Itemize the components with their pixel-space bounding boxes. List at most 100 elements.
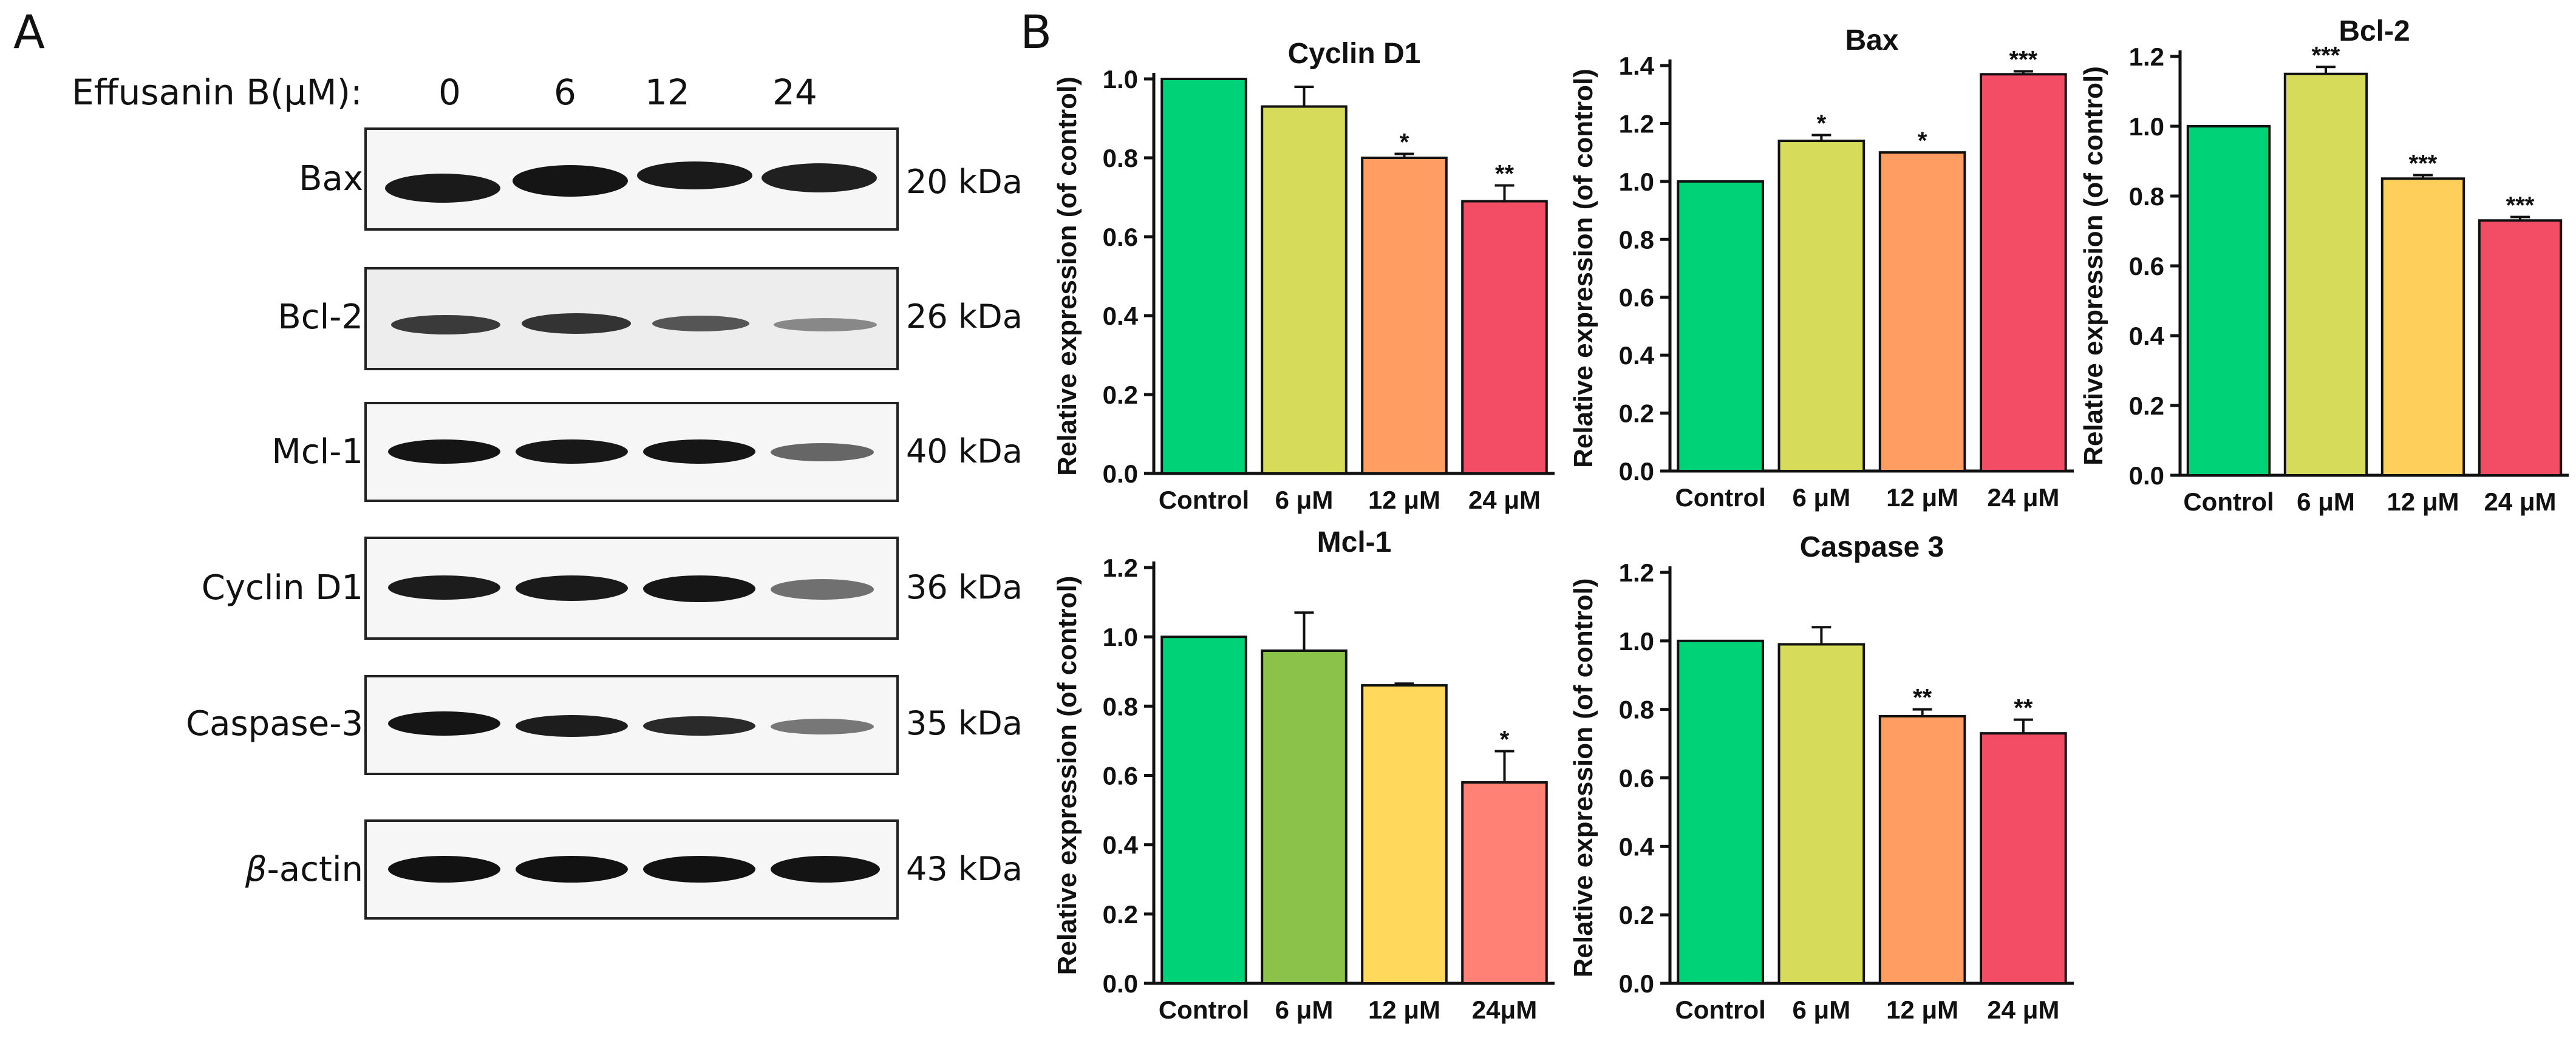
band <box>513 165 628 197</box>
band <box>762 163 877 192</box>
x-tick-label: Control <box>1675 995 1765 1024</box>
significance-label: * <box>1817 110 1827 137</box>
y-tick-label: 0.6 <box>1103 762 1138 790</box>
blot-label: Caspase-3 <box>186 704 363 744</box>
band <box>643 856 755 883</box>
bar <box>1677 180 1764 472</box>
bar <box>1160 78 1247 475</box>
y-tick-label: 0.4 <box>1619 832 1655 861</box>
band <box>652 316 749 331</box>
blot-label: Bax <box>299 159 363 198</box>
bar <box>2283 72 2368 476</box>
chart-bax: 0.0 0.2 0.4 0.6 0.8 1.0 1.2 1.4 Relative express… <box>1569 24 2074 512</box>
y-tick-label: 0.0 <box>1103 459 1138 488</box>
significance-label: *** <box>2409 151 2438 177</box>
band <box>388 575 500 600</box>
significance-label: ** <box>2014 695 2033 722</box>
x-tick-label: 6 μM <box>1275 995 1334 1024</box>
blot-label: Cyclin D1 <box>201 568 363 608</box>
band <box>516 856 628 883</box>
x-tick-label: 24 μM <box>1987 483 2059 512</box>
conc-12: 12 <box>645 72 690 113</box>
y-tick-label: 0.0 <box>2129 461 2164 490</box>
bar <box>1878 714 1966 985</box>
significance-label: *** <box>2009 47 2038 73</box>
y-tick-label: 0.0 <box>1619 969 1654 998</box>
y-tick-label: 1.0 <box>1103 623 1138 651</box>
y-tick-label: 0.8 <box>1103 144 1138 172</box>
band <box>643 575 755 602</box>
y-tick-label: 0.4 <box>1103 302 1139 330</box>
y-tick-label: 0.4 <box>2129 322 2165 350</box>
x-tick-label: Control <box>1675 483 1765 512</box>
y-axis-label: Relative expression (of control) <box>1569 578 1598 978</box>
conc-24: 24 <box>772 72 817 113</box>
band <box>643 439 755 464</box>
panel-b-letter: B <box>1020 5 1052 59</box>
bar <box>1461 200 1548 475</box>
bar <box>1677 639 1764 985</box>
y-tick-label: 0.6 <box>1103 223 1138 251</box>
band <box>771 579 874 600</box>
y-tick-label: 0.2 <box>1103 381 1138 409</box>
blot-label: Mcl-1 <box>271 432 364 472</box>
chart-cyclin-d1: 0.0 0.2 0.4 0.6 0.8 1.0 Relative expression (o… <box>1052 38 1555 514</box>
x-tick-label: 12 μM <box>1368 486 1440 514</box>
blot-kda: 43 kDa <box>906 850 1023 888</box>
x-tick-label: 12 μM <box>1886 483 1958 512</box>
blot-kda: 26 kDa <box>906 297 1023 336</box>
significance-label: ** <box>1913 685 1932 711</box>
blot-image <box>364 819 899 920</box>
x-tick-label: 12 μM <box>1368 995 1440 1024</box>
blot-kda: 35 kDa <box>906 704 1023 742</box>
y-tick-label: 0.0 <box>1103 969 1138 998</box>
y-tick-label: 1.2 <box>2129 42 2164 71</box>
conc-6: 6 <box>554 72 576 113</box>
significance-label: ** <box>1495 161 1515 188</box>
y-axis-label: Relative expression (of control) <box>1052 576 1082 975</box>
y-tick-label: 1.0 <box>2129 112 2164 141</box>
x-tick-label: 6 μM <box>1793 483 1851 512</box>
chart-bcl-2: 0.0 0.2 0.4 0.6 0.8 1.0 1.2 Relative expression… <box>2079 15 2569 516</box>
bar <box>1980 732 2067 985</box>
x-tick-label: 6 μM <box>1275 486 1334 514</box>
significance-label: * <box>1918 127 1927 154</box>
blot-label: β-actin <box>245 850 363 889</box>
y-tick-label: 1.4 <box>1619 52 1655 80</box>
band <box>516 439 628 464</box>
y-tick-label: 1.2 <box>1619 109 1654 138</box>
bar <box>1461 781 1548 985</box>
conc-0: 0 <box>438 72 461 113</box>
y-tick-label: 1.0 <box>1619 168 1654 196</box>
bar <box>1777 643 1866 985</box>
band <box>774 318 877 331</box>
beta-symbol: β <box>245 850 267 889</box>
band <box>771 856 880 883</box>
y-tick-label: 1.2 <box>1103 554 1138 582</box>
band <box>391 315 500 334</box>
blot-kda: 20 kDa <box>906 163 1023 201</box>
x-tick-label: 24 μM <box>1987 995 2059 1024</box>
y-tick-label: 0.0 <box>1619 457 1654 486</box>
x-tick-label: Control <box>1159 486 1249 514</box>
bar <box>1777 140 1866 473</box>
band <box>516 575 628 601</box>
band <box>637 161 752 189</box>
x-tick-label: 6 μM <box>2297 487 2355 516</box>
y-tick-label: 0.6 <box>1619 283 1654 312</box>
band <box>771 443 874 461</box>
bar <box>1261 105 1348 475</box>
y-tick-label: 0.8 <box>2129 182 2164 211</box>
chart-title: Cyclin D1 <box>1288 38 1421 70</box>
blot-image <box>364 402 899 502</box>
y-tick-label: 0.2 <box>1619 399 1654 428</box>
panel-a-letter: A <box>13 5 45 59</box>
y-tick-label: 0.8 <box>1619 225 1654 254</box>
blot-kda: 40 kDa <box>906 432 1023 470</box>
y-axis-label: Relative expression (of control) <box>2079 66 2108 466</box>
chart-mcl-1: 0.0 0.2 0.4 0.6 0.8 1.0 1.2 Relative expression… <box>1052 526 1555 1024</box>
bar <box>1361 157 1448 475</box>
x-tick-label: 12 μM <box>1886 995 1958 1024</box>
band <box>771 719 874 734</box>
band <box>385 174 500 203</box>
